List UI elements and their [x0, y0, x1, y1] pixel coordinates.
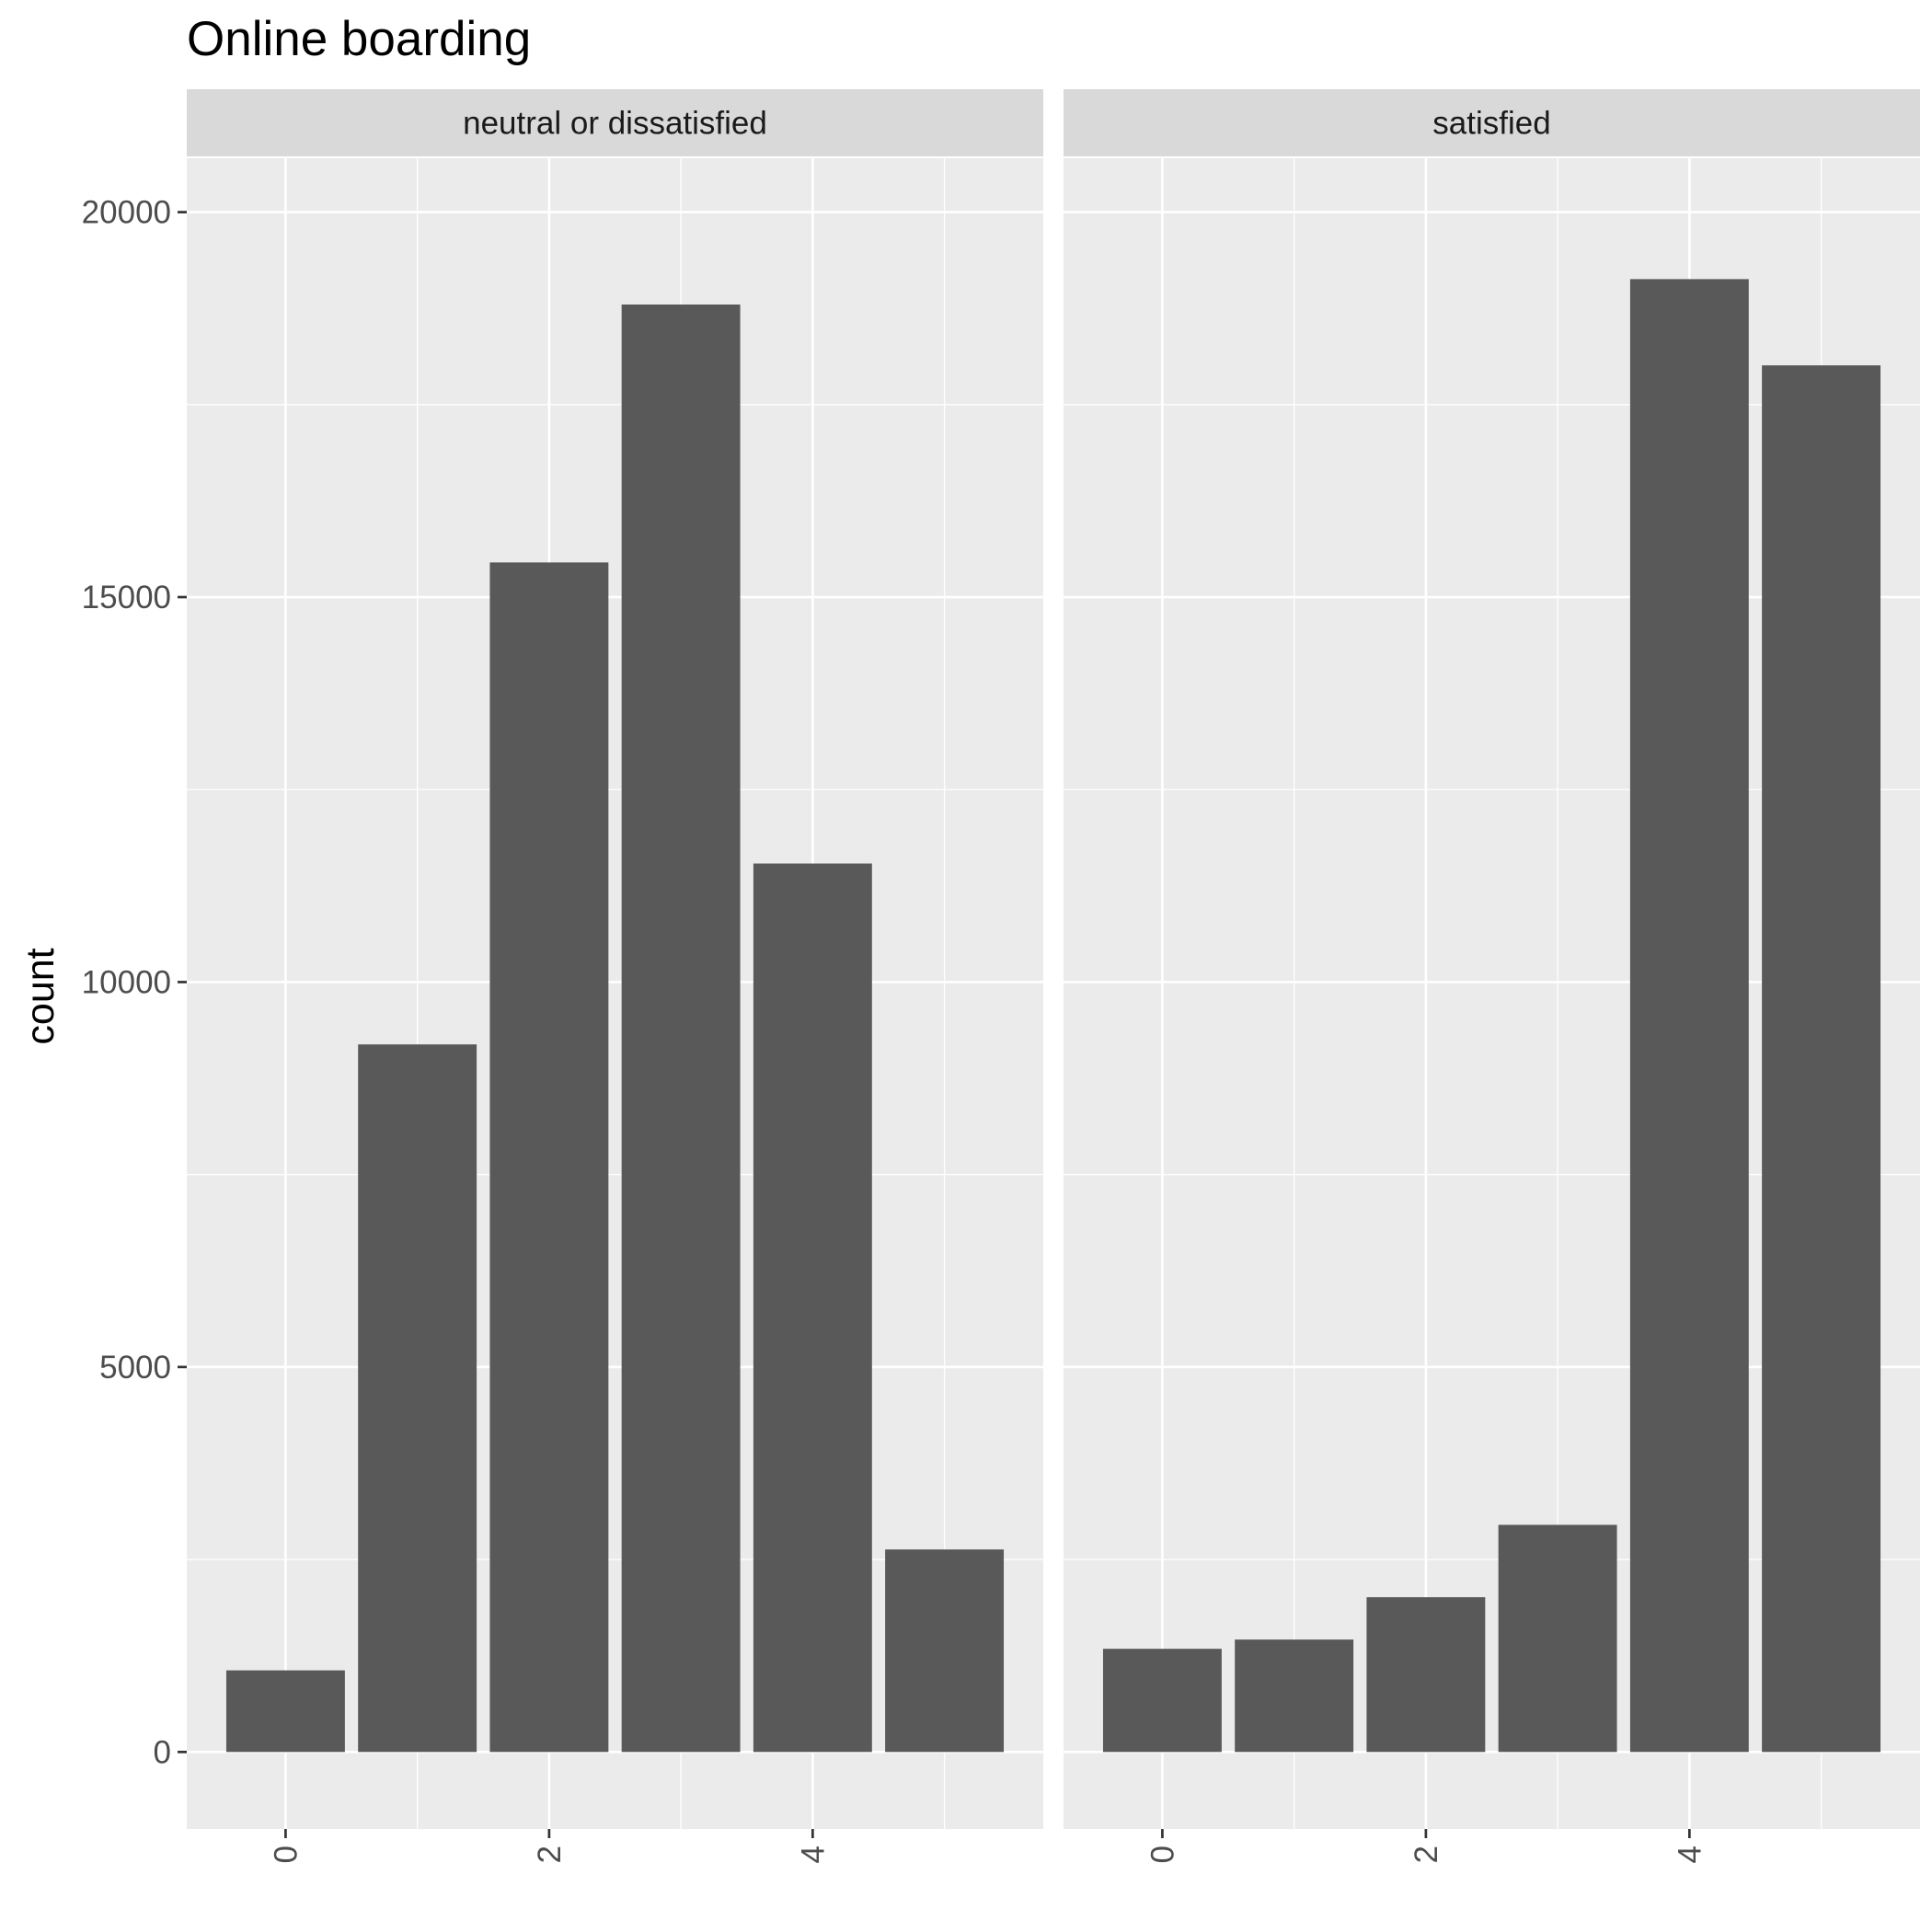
x-tick-label: 2: [532, 1846, 568, 1863]
bar: [1366, 1597, 1486, 1753]
x-tick-label: 4: [1672, 1846, 1708, 1863]
bar: [358, 1044, 477, 1753]
bar: [1762, 365, 1881, 1753]
bar: [1102, 1649, 1222, 1753]
y-tick-label: 20000: [82, 195, 171, 231]
x-tick-label: 0: [1144, 1846, 1180, 1863]
bar: [621, 305, 741, 1753]
bar: [1498, 1524, 1617, 1753]
bar: [885, 1549, 1005, 1753]
facet-panel: neutral or dissatisfied 0 2 4: [187, 89, 1043, 1863]
y-tick-label: 15000: [82, 580, 171, 615]
y-axis-title: count: [18, 948, 63, 1044]
y-axis: 0 5000 10000 15000 20000: [82, 195, 187, 1770]
facet-strip: [187, 89, 1043, 156]
bar: [1629, 279, 1749, 1753]
facets: neutral or dissatisfied 0 2 4 satisfied 0 2 4 0 5…: [82, 89, 1920, 1863]
y-tick-label: 5000: [99, 1350, 171, 1386]
x-tick-label: 2: [1409, 1846, 1444, 1863]
facet-strip-label: neutral or dissatisfied: [463, 106, 767, 142]
bar: [1235, 1639, 1354, 1753]
y-tick-label: 0: [154, 1734, 171, 1770]
x-tick-label: 4: [795, 1846, 831, 1863]
bar: [753, 863, 872, 1753]
facet-strip: [1064, 89, 1920, 156]
y-tick-label: 10000: [82, 964, 171, 1000]
bar: [489, 562, 609, 1753]
chart-title: Online boarding: [187, 12, 531, 66]
bar: [225, 1670, 345, 1753]
x-tick-label: 0: [268, 1846, 304, 1863]
facet-panel: satisfied 0 2 4: [1064, 89, 1920, 1863]
facet-strip-label: satisfied: [1432, 106, 1550, 142]
